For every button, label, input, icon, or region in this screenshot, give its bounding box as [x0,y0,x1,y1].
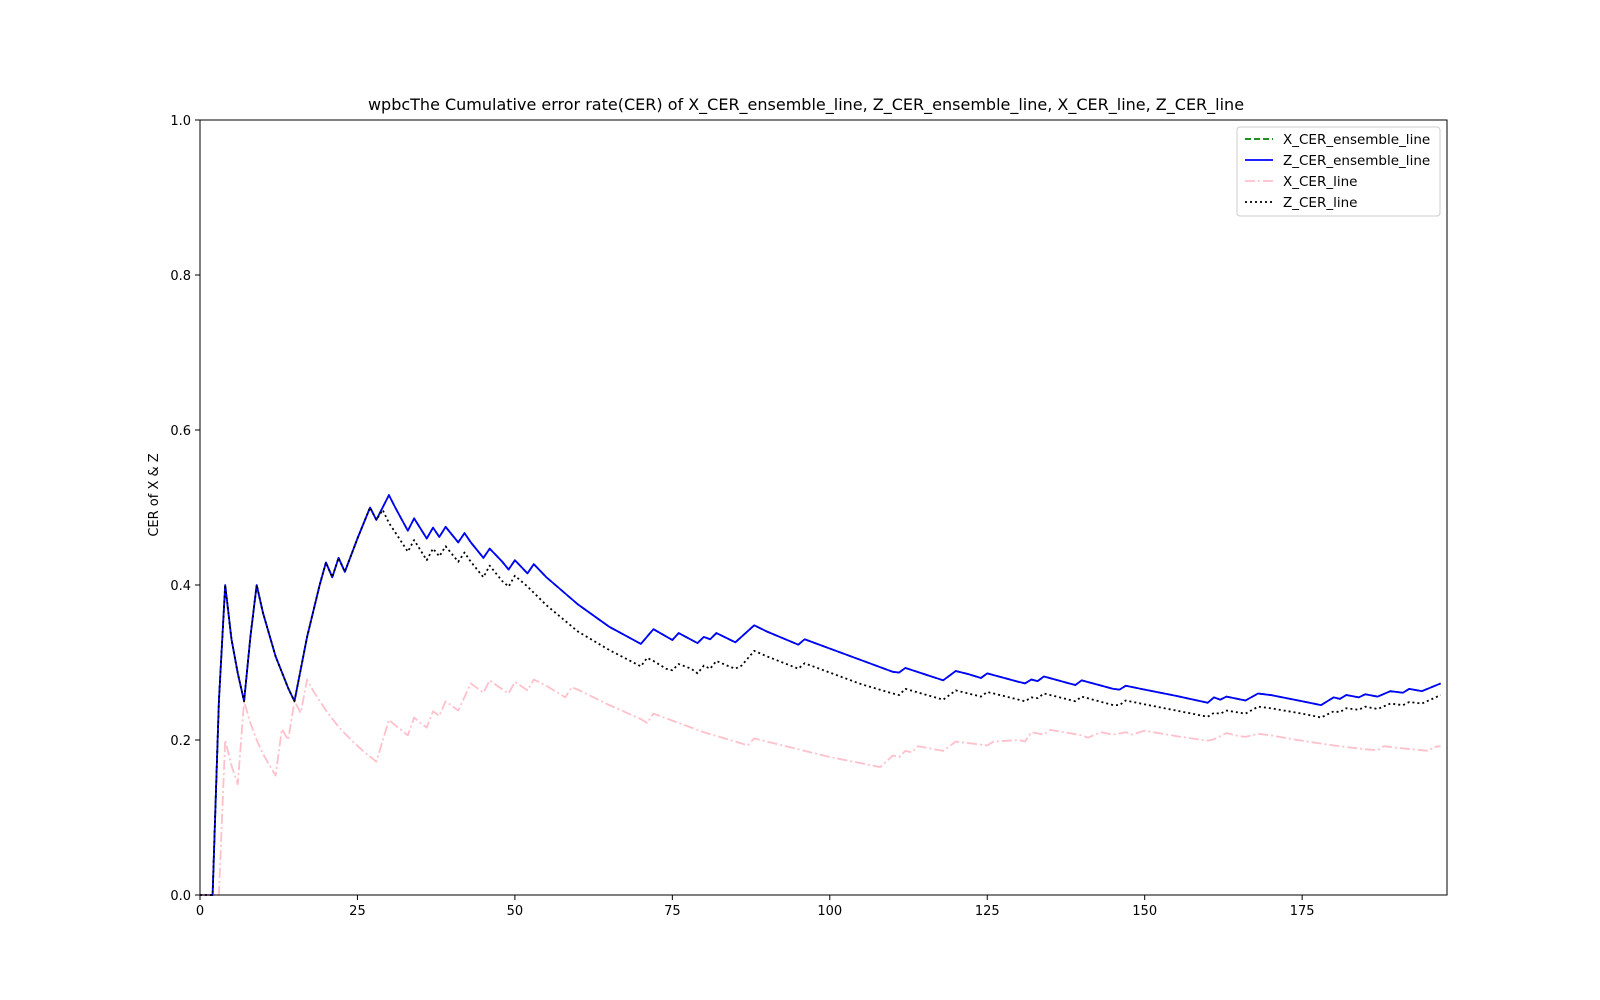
y-tick-label: 0.2 [170,734,191,749]
y-tick-label: 0.8 [170,269,191,284]
y-tick-label: 0.4 [170,579,191,594]
legend-box [1236,126,1441,217]
x-tick-label: 125 [975,904,1000,919]
x-tick-label: 50 [507,904,524,919]
x-tick-label: 150 [1132,904,1157,919]
series-line-z-cer-ensemble-line [200,494,1442,896]
series-layer [200,494,1442,896]
series-line-z-cer-line [200,506,1442,896]
y-axis-ticks: 0.0 0.2 0.4 0.6 0.8 1.0 [170,114,200,904]
x-tick-label: 100 [817,904,842,919]
y-tick-label: 0.6 [170,424,191,439]
legend-label: Z_CER_line [1283,195,1357,211]
chart-title: wpbcThe Cumulative error rate(CER) of X_… [368,95,1244,115]
x-tick-label: 25 [349,904,366,919]
y-tick-label: 0.0 [170,889,191,904]
y-axis-label: CER of X & Z [147,453,162,536]
x-axis-ticks: 0 25 50 75 100 125 150 175 [196,895,1315,919]
y-tick-label: 1.0 [170,114,191,129]
legend-label: X_CER_line [1283,174,1357,190]
legend-label: X_CER_ensemble_line [1283,132,1430,148]
plot-area [199,119,1448,896]
x-tick-label: 0 [196,904,204,919]
x-tick-label: 175 [1290,904,1315,919]
x-tick-label: 75 [664,904,681,919]
axes-frame [199,119,1448,896]
series-line-x-cer-line [200,678,1441,896]
legend: X_CER_ensemble_line Z_CER_ensemble_line X_… [1236,126,1441,217]
legend-label: Z_CER_ensemble_line [1283,153,1430,169]
